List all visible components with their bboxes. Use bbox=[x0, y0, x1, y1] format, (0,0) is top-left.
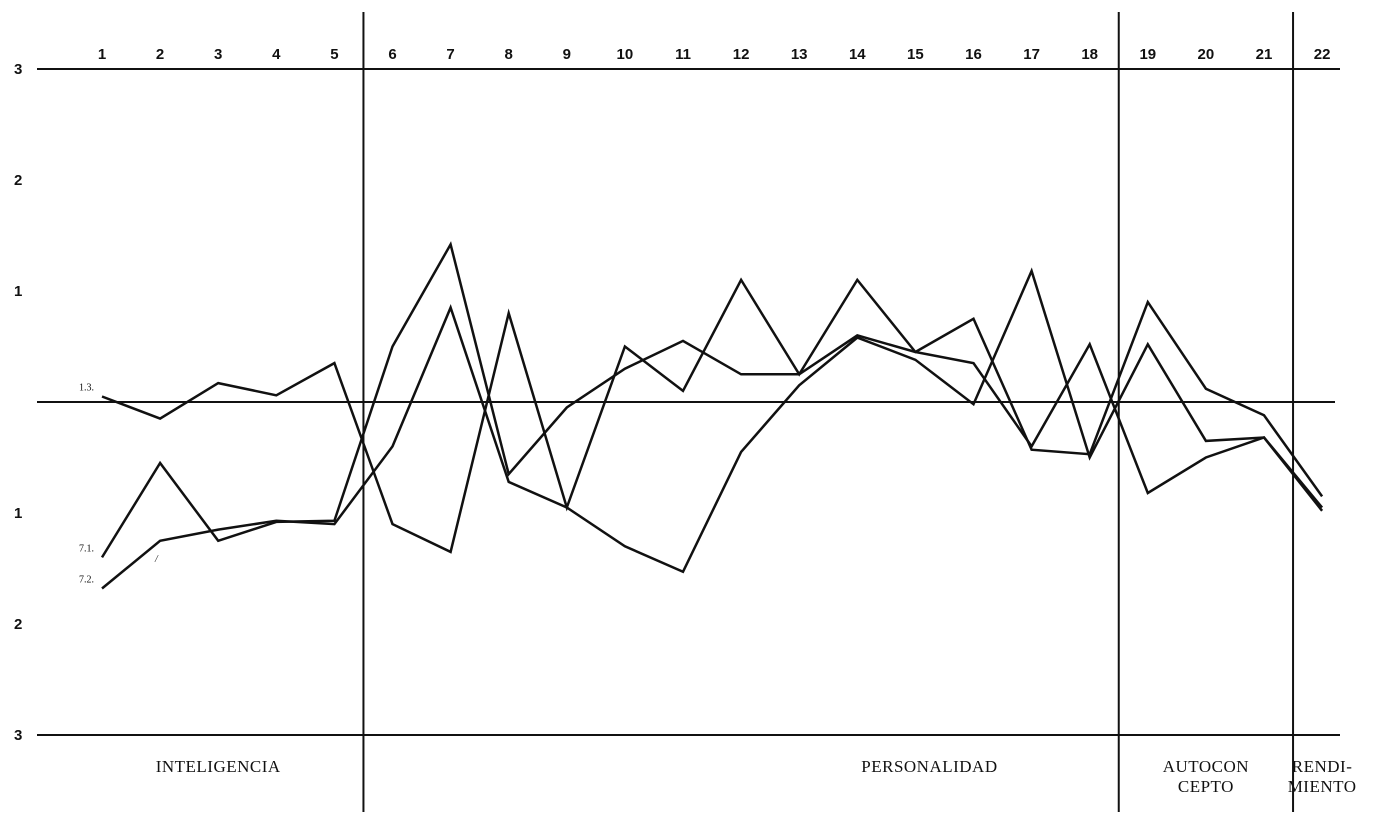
x-axis-tick-labels: 1 2 3 4 5 6 7 8 9 10 11 12 13 14 15 16 17 18 19 20 21 22 bbox=[98, 46, 1331, 63]
y-axis-tick-labels: 3 2 1 1 2 3 bbox=[14, 61, 22, 744]
series-label: 7.1. bbox=[79, 543, 94, 554]
section-label: INTELIGENCIA bbox=[156, 757, 281, 776]
y-tick-label: 1 bbox=[14, 505, 22, 522]
section-labels: INTELIGENCIA PERSONALIDAD AUTOCON CEPTO REND… bbox=[156, 757, 1357, 796]
y-tick-label: 2 bbox=[14, 172, 22, 189]
y-tick-label: 2 bbox=[14, 616, 22, 633]
x-tick-label: 1 bbox=[98, 46, 106, 63]
x-tick-label: 14 bbox=[849, 46, 866, 63]
section-dividers bbox=[362, 12, 1295, 812]
x-tick-label: 21 bbox=[1256, 46, 1273, 63]
y-tick-label: 3 bbox=[14, 727, 22, 744]
section-label: PERSONALIDAD bbox=[861, 757, 997, 776]
series-lines bbox=[100, 241, 1324, 590]
series-line-7-2 bbox=[101, 267, 1324, 590]
x-tick-label: 7 bbox=[446, 46, 454, 63]
x-tick-label: 17 bbox=[1023, 46, 1040, 63]
section-label: AUTOCON CEPTO bbox=[1163, 757, 1249, 796]
series-labels: 1.3. 7.1. 7.2. bbox=[79, 382, 94, 585]
x-tick-label: 22 bbox=[1314, 46, 1331, 63]
y-tick-label: 1 bbox=[14, 283, 22, 300]
x-tick-label: 8 bbox=[505, 46, 513, 63]
x-tick-label: 4 bbox=[272, 46, 281, 63]
x-tick-label: 2 bbox=[156, 46, 164, 63]
axes bbox=[37, 68, 1340, 736]
x-tick-label: 10 bbox=[617, 46, 634, 63]
series-line-1-3 bbox=[101, 277, 1324, 554]
x-tick-label: 12 bbox=[733, 46, 750, 63]
x-tick-label: 9 bbox=[563, 46, 571, 63]
series-label: 7.2. bbox=[79, 574, 94, 585]
section-label: RENDI-MIENTO bbox=[1288, 757, 1357, 796]
x-tick-label: 6 bbox=[388, 46, 396, 63]
x-tick-label: 5 bbox=[330, 46, 338, 63]
annotation-mark: / bbox=[154, 554, 159, 565]
x-tick-label: 13 bbox=[791, 46, 808, 63]
x-tick-label: 3 bbox=[214, 46, 222, 63]
x-tick-label: 20 bbox=[1198, 46, 1215, 63]
x-tick-label: 16 bbox=[965, 46, 982, 63]
x-tick-label: 15 bbox=[907, 46, 924, 63]
x-tick-label: 11 bbox=[675, 46, 691, 63]
y-tick-label: 3 bbox=[14, 61, 22, 78]
x-tick-label: 18 bbox=[1081, 46, 1098, 63]
series-label: 1.3. bbox=[79, 382, 94, 393]
x-tick-label: 19 bbox=[1139, 46, 1156, 63]
